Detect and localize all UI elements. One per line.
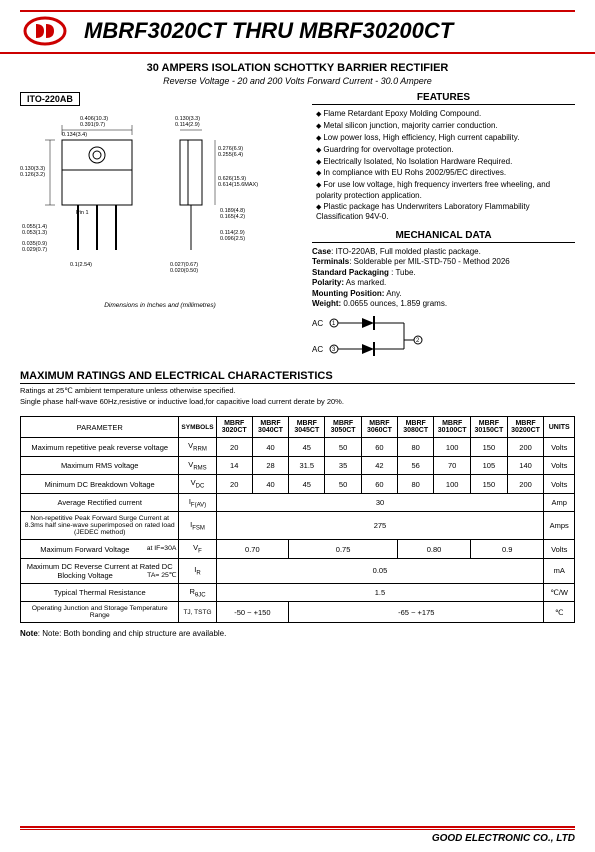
svg-text:0.126(3.2): 0.126(3.2) — [20, 172, 45, 178]
dim-note: Dimensions in Inches and (millimetres) — [20, 302, 300, 309]
mech-pol: As marked. — [346, 278, 386, 287]
features-title: FEATURES — [312, 92, 575, 105]
mech-case: ITO-220AB, Full molded plastic package. — [336, 247, 481, 256]
svg-text:Pin 1: Pin 1 — [76, 210, 89, 216]
svg-text:3: 3 — [332, 347, 336, 353]
footer-rule — [20, 826, 575, 828]
subtitle-2: Reverse Voltage - 20 and 200 Volts Forwa… — [0, 76, 595, 86]
feature-item: In compliance with EU Rohs 2002/95/EC di… — [316, 168, 575, 178]
svg-text:0.165(4.2): 0.165(4.2) — [220, 214, 245, 220]
th-col: MBRF 3020CT — [216, 417, 252, 438]
svg-text:0.614(15.6MAX): 0.614(15.6MAX) — [218, 182, 258, 188]
subtitle-1: 30 AMPERS ISOLATION SCHOTTKY BARRIER REC… — [0, 62, 595, 74]
table-row: Average Rectified current IF(AV) 30 Amp — [21, 493, 575, 512]
svg-text:2: 2 — [416, 338, 420, 344]
schematic: AC 1 2 AC 3 — [312, 314, 575, 360]
th-col: MBRF 3080CT — [398, 417, 434, 438]
table-row: Minimum DC Breakdown Voltage VDC 2040455… — [21, 475, 575, 494]
svg-text:0.053(1.3): 0.053(1.3) — [22, 230, 47, 236]
svg-text:0.029(0.7): 0.029(0.7) — [22, 247, 47, 253]
ratnote-2: Single phase half-wave 60Hz,resistive or… — [20, 397, 575, 406]
top-rule — [20, 10, 575, 12]
svg-text:0.1(2.54): 0.1(2.54) — [70, 262, 92, 268]
feature-item: Low power loss, High efficiency, High cu… — [316, 133, 575, 143]
th-col: MBRF 3050CT — [325, 417, 361, 438]
svg-text:1: 1 — [332, 321, 336, 327]
maxratings-title: MAXIMUM RATINGS AND ELECTRICAL CHARACTER… — [20, 370, 575, 384]
svg-text:0.096(2.5): 0.096(2.5) — [220, 236, 245, 242]
logo — [20, 14, 70, 48]
footer-rule — [20, 829, 575, 830]
table-row: Non-repetitive Peak Forward Surge Curren… — [21, 512, 575, 540]
th-col: MBRF 3045CT — [289, 417, 325, 438]
page-title: MBRF3020CT THRU MBRF30200CT — [70, 18, 575, 44]
mech-weight: 0.0655 ounces, 1.859 grams. — [343, 299, 447, 308]
table-row: Maximum RMS voltage VRMS 142831.53542567… — [21, 456, 575, 475]
th-col: MBRF 30150CT — [471, 417, 508, 438]
two-col: ITO-220AB — [0, 86, 595, 360]
left-col: ITO-220AB — [20, 92, 300, 360]
table-row: Maximum DC Reverse Current at Rated DC B… — [21, 558, 575, 583]
package-label: ITO-220AB — [20, 92, 80, 106]
feature-item: Guardring for overvoltage protection. — [316, 145, 575, 155]
svg-text:0.114(2.9): 0.114(2.9) — [175, 122, 200, 128]
th-col: MBRF 30200CT — [507, 417, 544, 438]
feature-item: Flame Retardant Epoxy Molding Compound. — [316, 109, 575, 119]
note: Note: Note: Both bonding and chip struct… — [20, 629, 575, 638]
svg-text:0.020(0.50): 0.020(0.50) — [170, 268, 198, 274]
th-col: MBRF 3060CT — [361, 417, 397, 438]
mech-term: Solderable per MIL-STD-750 - Method 2026 — [354, 257, 510, 266]
feature-item: Electrically Isolated, No Isolation Hard… — [316, 157, 575, 167]
feature-item: For use low voltage, high frequency inve… — [316, 180, 575, 200]
svg-text:AC: AC — [312, 345, 323, 354]
footer: GOOD ELECTRONIC CO., LTD — [20, 826, 575, 844]
th-param: PARAMETER — [21, 417, 179, 438]
mech-mount: Any. — [386, 289, 401, 298]
th-sym: SYMBOLS — [179, 417, 216, 438]
th-units: UNITS — [544, 417, 575, 438]
svg-text:0.255(6.4): 0.255(6.4) — [218, 152, 243, 158]
header: MBRF3020CT THRU MBRF30200CT — [0, 14, 595, 54]
svg-text:AC: AC — [312, 319, 323, 328]
table-row: Maximum Forward Voltageat IF=30A VF 0.70… — [21, 540, 575, 559]
right-col: FEATURES Flame Retardant Epoxy Molding C… — [312, 92, 575, 360]
feature-item: Plastic package has Underwriters Laborat… — [316, 202, 575, 222]
table-row: Operating Junction and Storage Temperatu… — [21, 602, 575, 623]
table-row: Typical Thermal Resistance RθJC 1.5 ℃/W — [21, 583, 575, 602]
feature-item: Metal silicon junction, majority carrier… — [316, 121, 575, 131]
table-row: Maximum repetitive peak reverse voltage … — [21, 438, 575, 457]
svg-text:0.134(3.4): 0.134(3.4) — [62, 132, 87, 138]
th-col: MBRF 3040CT — [252, 417, 288, 438]
spec-table: PARAMETER SYMBOLS MBRF 3020CT MBRF 3040C… — [20, 416, 575, 623]
ratnote-1: Ratings at 25℃ ambient temperature unles… — [20, 386, 575, 395]
footer-text: GOOD ELECTRONIC CO., LTD — [20, 833, 575, 844]
mech-pkg: Tube. — [395, 268, 415, 277]
package-diagram: 0.406(10.3) 0.391(9.7) 0.134(3.4) 0.130(… — [20, 110, 300, 300]
table-header-row: PARAMETER SYMBOLS MBRF 3020CT MBRF 3040C… — [21, 417, 575, 438]
features-list: Flame Retardant Epoxy Molding Compound. … — [312, 109, 575, 222]
mech-title: MECHANICAL DATA — [312, 230, 575, 243]
th-col: MBRF 30100CT — [434, 417, 471, 438]
mech-data: Case: ITO-220AB, Full molded plastic pac… — [312, 247, 575, 309]
svg-text:0.391(9.7): 0.391(9.7) — [80, 122, 105, 128]
